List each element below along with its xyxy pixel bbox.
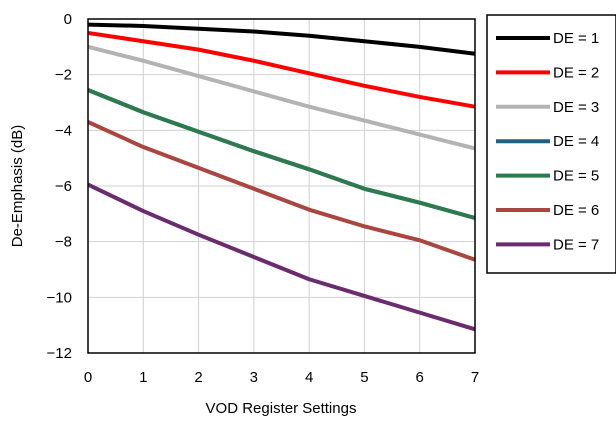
legend-label-de-5: DE = 5 bbox=[553, 168, 599, 185]
y-tick-label: −2 bbox=[55, 67, 72, 84]
y-tick-labels: 0 −2 −4 −6 −8 −10 −12 bbox=[47, 11, 72, 362]
legend-label-de-1: DE = 1 bbox=[553, 30, 599, 47]
x-tick-label: 0 bbox=[84, 369, 92, 386]
x-tick-labels: 0 1 2 3 4 5 6 7 bbox=[84, 369, 479, 386]
legend-box bbox=[486, 14, 616, 274]
series-line-de-1 bbox=[87, 22, 476, 56]
series-line-de-6 bbox=[87, 120, 476, 262]
y-tick-label: −4 bbox=[55, 122, 72, 139]
series-lines bbox=[87, 22, 476, 332]
legend-label-de-7: DE = 7 bbox=[553, 236, 599, 253]
x-axis-label: VOD Register Settings bbox=[206, 400, 357, 417]
legend-label-de-4: DE = 4 bbox=[553, 133, 599, 150]
x-tick-label: 6 bbox=[416, 369, 424, 386]
y-tick-label: 0 bbox=[64, 11, 72, 28]
x-tick-label: 5 bbox=[360, 369, 368, 386]
series-line-de-2 bbox=[87, 30, 476, 109]
legend: DE = 1 DE = 2 DE = 3 DE = 4 DE = 5 DE = 6 DE =… bbox=[486, 14, 616, 274]
y-tick-label: −6 bbox=[55, 178, 72, 195]
y-tick-label: −8 bbox=[55, 234, 72, 251]
y-tick-label: −10 bbox=[47, 289, 72, 306]
series-line-de-3 bbox=[87, 44, 476, 151]
plot-frame bbox=[87, 18, 476, 354]
x-tick-label: 3 bbox=[250, 369, 258, 386]
series-line-de-5 bbox=[87, 88, 476, 220]
x-tick-label: 1 bbox=[139, 369, 147, 386]
legend-label-de-6: DE = 6 bbox=[553, 202, 599, 219]
y-tick-label: −12 bbox=[47, 345, 72, 362]
x-tick-label: 2 bbox=[194, 369, 202, 386]
legend-label-de-3: DE = 3 bbox=[553, 99, 599, 116]
x-tick-label: 7 bbox=[471, 369, 479, 386]
legend-label-de-2: DE = 2 bbox=[553, 64, 599, 81]
x-tick-label: 4 bbox=[305, 369, 313, 386]
series-line-de-7 bbox=[87, 182, 476, 332]
y-axis-label: De-Emphasis (dB) bbox=[9, 125, 26, 248]
